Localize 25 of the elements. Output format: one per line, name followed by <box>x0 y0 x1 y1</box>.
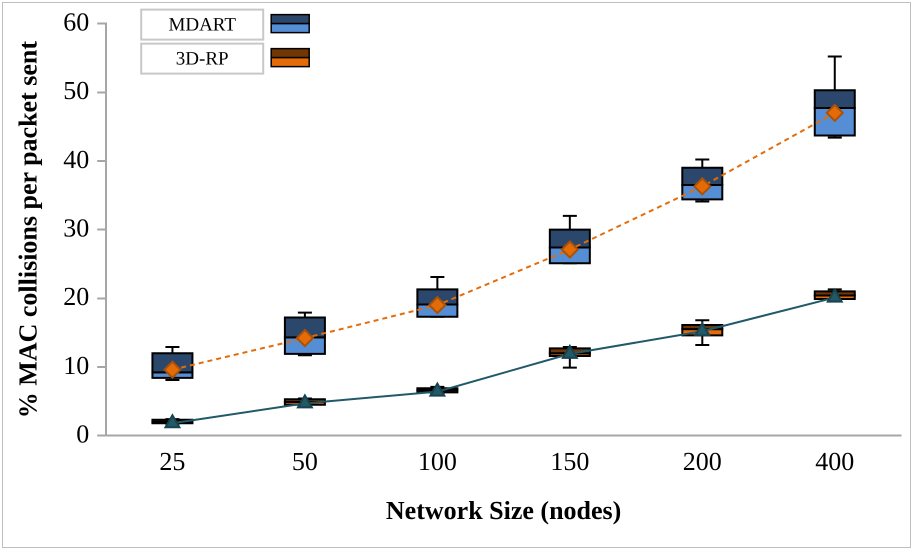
x-tick-label: 100 <box>418 447 457 476</box>
y-tick-label: 10 <box>63 350 90 380</box>
x-axis-title: Network Size (nodes) <box>386 496 622 526</box>
y-axis-title: % MAC collisions per packet sent <box>13 40 42 418</box>
x-tick-label: 50 <box>292 447 318 476</box>
point <box>693 177 712 196</box>
y-tick-label: 60 <box>63 7 90 36</box>
x-tick-label: 200 <box>682 447 722 476</box>
point <box>428 296 446 314</box>
legend-label: MDART <box>168 14 236 36</box>
y-tick-label: 20 <box>63 282 90 312</box>
point <box>164 414 180 428</box>
point <box>429 382 446 397</box>
x-tick-label: 400 <box>815 447 854 476</box>
legend-label: 3D-RP <box>176 48 229 70</box>
x-tick-label: 150 <box>550 447 590 476</box>
y-tick-label: 0 <box>76 419 90 448</box>
point <box>562 344 578 359</box>
y-tick-label: 40 <box>63 144 90 174</box>
point <box>694 322 710 336</box>
y-tick-label: 30 <box>63 213 90 242</box>
point <box>296 394 313 408</box>
point <box>560 240 579 259</box>
y-tick-label: 50 <box>63 76 90 106</box>
x-tick-label: 25 <box>159 447 186 476</box>
